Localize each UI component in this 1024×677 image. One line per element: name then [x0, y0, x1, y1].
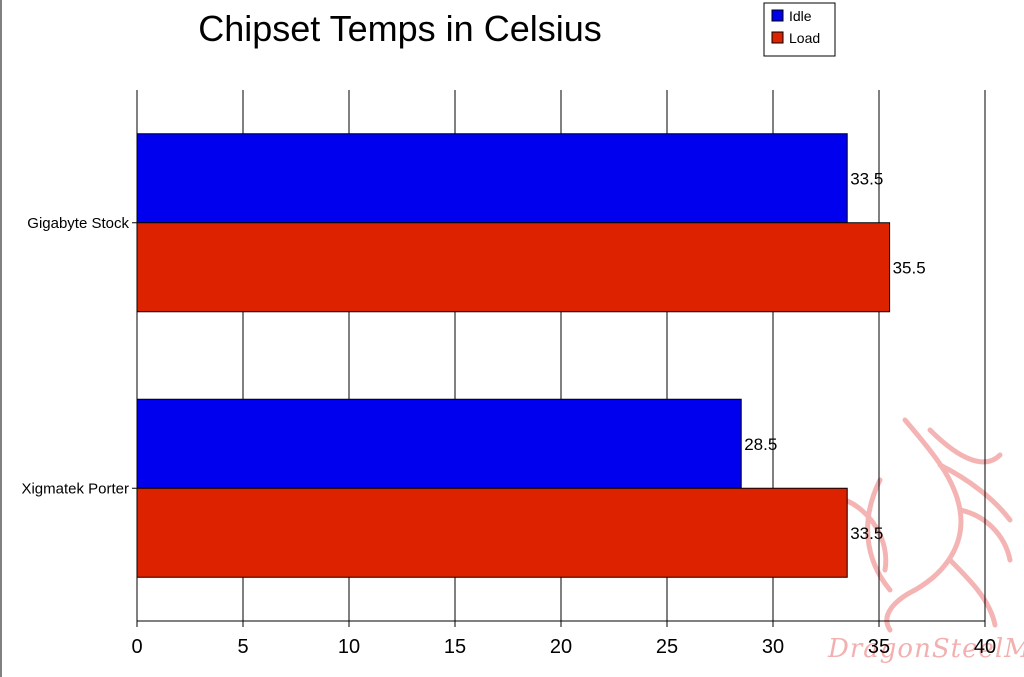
legend-label-idle: Idle	[789, 8, 812, 24]
tick-label-x-30: 30	[762, 636, 784, 658]
bar-idle-gigabyte-stock	[136, 133, 848, 224]
tick-label-x-0: 0	[131, 636, 142, 658]
tick-label-x-15: 15	[444, 636, 466, 658]
watermark-text: DragonSteelMods	[827, 634, 1024, 664]
tick-label-x-20: 20	[550, 636, 572, 658]
chart-title: Chipset Temps in Celsius	[198, 8, 602, 49]
bars: 33.5 35.5 28.5 33.5	[136, 133, 926, 578]
dragon-icon	[842, 417, 1013, 633]
data-label-idle-xigmatek-porter: 28.5	[744, 435, 777, 454]
tick-label-x-10: 10	[338, 636, 360, 658]
axes: 0 5 10 15 20 25 30 35 40 Gigabyte Stock Xigmatek P…	[21, 90, 996, 658]
category-label-gigabyte-stock: Gigabyte Stock	[27, 215, 129, 232]
legend: Idle Load	[763, 2, 836, 57]
tick-label-x-25: 25	[656, 636, 678, 658]
bar-load-xigmatek-porter	[136, 487, 848, 578]
tick-label-x-35: 35	[868, 636, 890, 658]
bar-load-gigabyte-stock	[136, 222, 891, 313]
bar-idle-xigmatek-porter	[136, 398, 742, 489]
data-label-load-gigabyte-stock: 35.5	[893, 258, 926, 277]
tick-label-x-5: 5	[237, 636, 248, 658]
tick-label-x-40: 40	[974, 636, 996, 658]
watermark: DragonSteelMods	[827, 417, 1024, 664]
legend-swatch-idle	[771, 9, 784, 22]
data-label-idle-gigabyte-stock: 33.5	[850, 169, 883, 188]
category-label-xigmatek-porter: Xigmatek Porter	[21, 480, 129, 497]
legend-swatch-load	[771, 31, 784, 44]
legend-label-load: Load	[789, 30, 820, 46]
data-label-load-xigmatek-porter: 33.5	[850, 524, 883, 543]
